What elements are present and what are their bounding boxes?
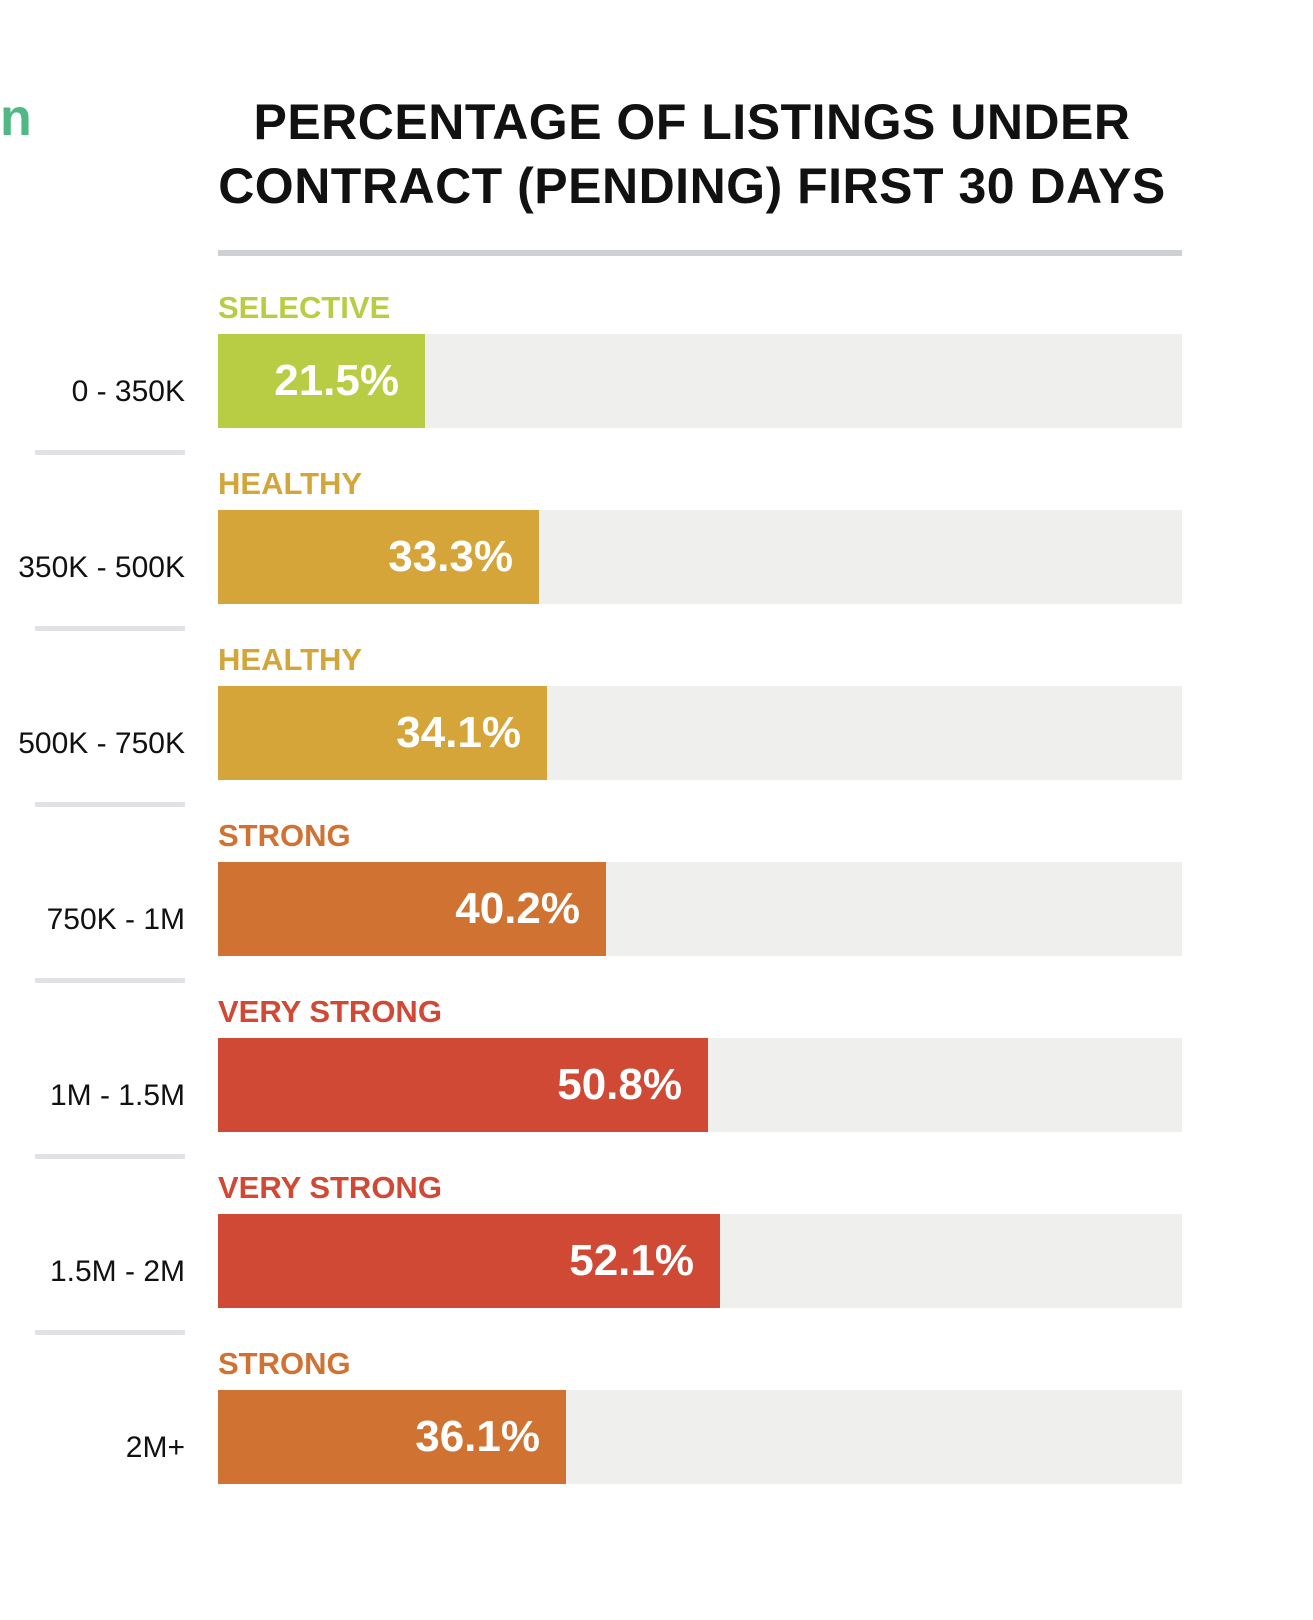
bar-fill: [218, 862, 606, 956]
corner-text-fragment: n: [0, 89, 32, 147]
chart-title: PERCENTAGE OF LISTINGS UNDER CONTRACT (P…: [212, 90, 1172, 218]
bar-value-label: 52.1%: [569, 1236, 694, 1285]
title-divider: [218, 250, 1182, 256]
price-range-label: 1M - 1.5M: [49, 1079, 185, 1112]
bar-track: 52.1%: [218, 1214, 1182, 1308]
bar-row: 0 - 350K SELECTIVE 21.5%: [0, 290, 1313, 462]
chart-title-line-2: CONTRACT (PENDING) FIRST 30 DAYS: [218, 158, 1166, 214]
bar-track: 33.3%: [218, 510, 1182, 604]
market-strength-label: STRONG: [218, 1346, 351, 1381]
bar-fill: [218, 686, 547, 780]
price-range-label: 0 - 350K: [71, 375, 185, 408]
market-strength-label: STRONG: [218, 818, 351, 853]
bar-value-label: 34.1%: [396, 708, 521, 757]
bar-fill: [218, 1214, 720, 1308]
market-strength-label: HEALTHY: [218, 642, 363, 677]
bar-fill: [218, 1390, 566, 1484]
row-separator: [35, 978, 185, 983]
price-range-label: 500K - 750K: [18, 727, 185, 760]
row-separator: [35, 626, 185, 631]
bar-value-label: 50.8%: [557, 1060, 682, 1109]
market-strength-label: SELECTIVE: [218, 290, 391, 325]
market-strength-label: VERY STRONG: [218, 994, 442, 1029]
price-range-label: 350K - 500K: [18, 551, 185, 584]
bar-track: 21.5%: [218, 334, 1182, 428]
bar-row: 1M - 1.5M VERY STRONG 50.8%: [0, 994, 1313, 1166]
bar-fill: [218, 334, 425, 428]
bar-track: 36.1%: [218, 1390, 1182, 1484]
price-range-label: 2M+: [125, 1431, 185, 1464]
bar-track: 34.1%: [218, 686, 1182, 780]
bar-row: 750K - 1M STRONG 40.2%: [0, 818, 1313, 990]
bar-row: 2M+ STRONG 36.1%: [0, 1346, 1313, 1518]
bar-value-label: 33.3%: [388, 532, 513, 581]
bar-track: 40.2%: [218, 862, 1182, 956]
bar-fill: [218, 510, 539, 604]
bar-fill: [218, 1038, 708, 1132]
bar-row: 500K - 750K HEALTHY 34.1%: [0, 642, 1313, 814]
row-separator: [35, 1330, 185, 1335]
price-range-label: 1.5M - 2M: [49, 1255, 185, 1288]
price-range-label: 750K - 1M: [46, 903, 185, 936]
bar-value-label: 40.2%: [455, 884, 580, 933]
bar-row: 1.5M - 2M VERY STRONG 52.1%: [0, 1170, 1313, 1342]
bar-value-label: 21.5%: [274, 356, 399, 405]
market-strength-label: HEALTHY: [218, 466, 363, 501]
bar-track: 50.8%: [218, 1038, 1182, 1132]
chart-title-line-1: PERCENTAGE OF LISTINGS UNDER: [253, 94, 1131, 150]
row-separator: [35, 802, 185, 807]
bar-value-label: 36.1%: [415, 1412, 540, 1461]
bar-row: 350K - 500K HEALTHY 33.3%: [0, 466, 1313, 638]
market-strength-label: VERY STRONG: [218, 1170, 442, 1205]
row-separator: [35, 1154, 185, 1159]
row-separator: [35, 450, 185, 455]
